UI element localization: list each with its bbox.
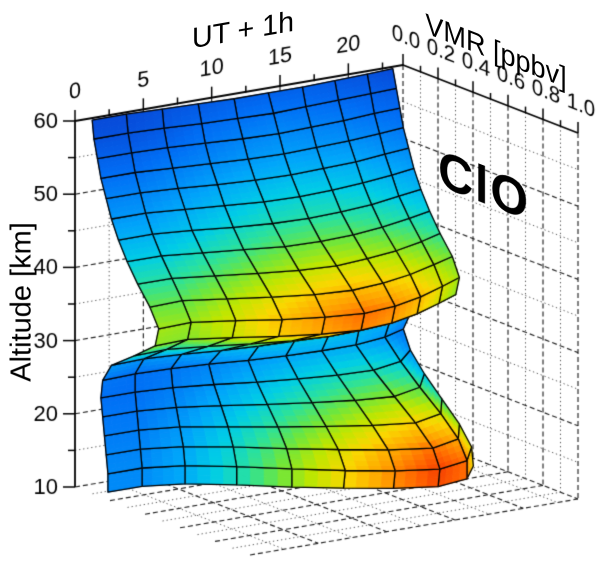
altitude-axis-title: Altitude [km]	[5, 222, 38, 382]
